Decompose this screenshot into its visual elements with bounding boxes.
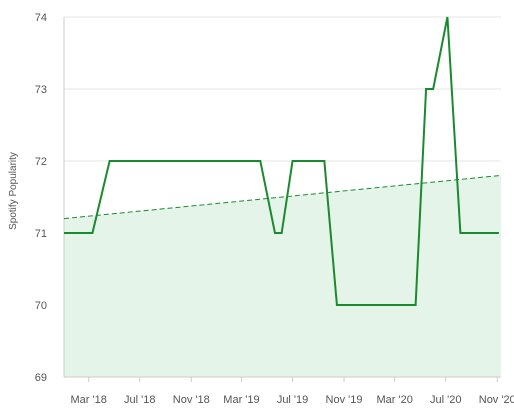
x-tick-label: Nov '20 [479, 394, 514, 406]
y-tick-label: 69 [35, 372, 47, 384]
x-tick-label: Jul '20 [430, 394, 461, 406]
x-tick-labels: Mar '18 Jul '18 Nov '18 Mar '19 Jul '19 Nov '… [71, 394, 514, 406]
axes [63, 17, 501, 382]
y-tick-label: 71 [35, 228, 47, 240]
trend-area [64, 175, 501, 377]
popularity-line [64, 16, 499, 306]
x-tick-label: Mar '20 [377, 394, 413, 406]
y-axis-title: Spotify Popularity [8, 152, 19, 230]
y-tick-label: 74 [35, 12, 47, 24]
y-tick-labels: 69 70 71 72 73 74 [35, 12, 47, 384]
x-tick-label: Nov '18 [173, 394, 210, 406]
x-tick-label: Jul '18 [124, 394, 155, 406]
trend-fill-area [64, 175, 501, 377]
y-tick-label: 70 [35, 300, 47, 312]
series [63, 16, 502, 306]
x-tick-label: Mar '18 [71, 394, 107, 406]
x-tick-label: Jul '19 [277, 394, 308, 406]
y-tick-label: 72 [35, 156, 47, 168]
x-tick-label: Mar '19 [223, 394, 259, 406]
y-tick-label: 73 [35, 84, 47, 96]
trend-line [63, 174, 502, 220]
x-tick-label: Nov '19 [326, 394, 363, 406]
